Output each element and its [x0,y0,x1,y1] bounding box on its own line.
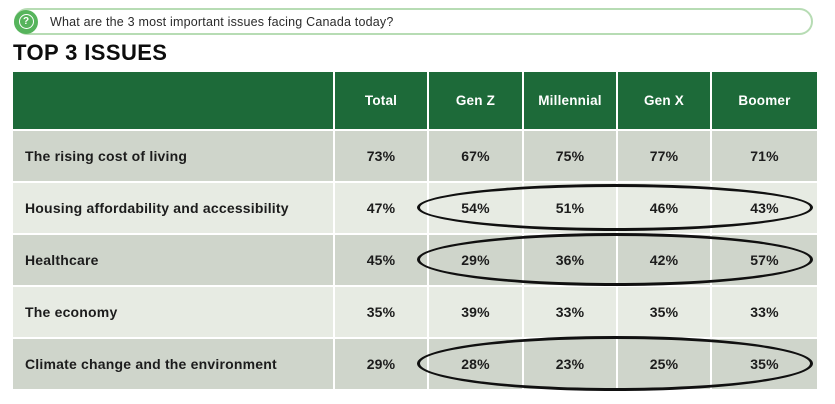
table-cell-boomer: 57% [712,235,817,285]
column-header-total: Total [335,72,427,129]
table-cell-total: 73% [335,131,427,181]
table-cell-genz: 29% [429,235,522,285]
table-cell-millennial: 75% [524,131,616,181]
table-cell-total: 47% [335,183,427,233]
table-cell-genx: 46% [618,183,710,233]
column-header-boomer: Boomer [712,72,817,129]
table-cell-millennial: 36% [524,235,616,285]
survey-question-text: What are the 3 most important issues fac… [50,14,394,29]
row-label-rising-cost: The rising cost of living [13,131,333,181]
column-header-genx: Gen X [618,72,710,129]
table-cell-total: 29% [335,339,427,389]
question-banner: ? What are the 3 most important issues f… [14,8,813,35]
table-cell-millennial: 23% [524,339,616,389]
table-cell-genx: 42% [618,235,710,285]
table-cell-total: 35% [335,287,427,337]
table-cell-genx: 35% [618,287,710,337]
table-cell-millennial: 33% [524,287,616,337]
question-help-icon: ? [14,9,38,34]
table-cell-boomer: 71% [712,131,817,181]
table-cell-genx: 25% [618,339,710,389]
row-label-climate: Climate change and the environment [13,339,333,389]
page-title: TOP 3 ISSUES [13,40,168,65]
table-cell-genx: 77% [618,131,710,181]
row-label-healthcare: Healthcare [13,235,333,285]
table-cell-genz: 67% [429,131,522,181]
row-label-economy: The economy [13,287,333,337]
row-label-housing: Housing affordability and accessibility [13,183,333,233]
column-header-blank [13,72,333,129]
table-cell-genz: 39% [429,287,522,337]
table-cell-boomer: 33% [712,287,817,337]
column-header-genz: Gen Z [429,72,522,129]
table-cell-millennial: 51% [524,183,616,233]
question-mark-glyph: ? [18,14,34,29]
table-cell-genz: 54% [429,183,522,233]
table-cell-total: 45% [335,235,427,285]
table-cell-genz: 28% [429,339,522,389]
issues-table: Total Gen Z Millennial Gen X Boomer The … [13,72,817,389]
table-cell-boomer: 35% [712,339,817,389]
table-cell-boomer: 43% [712,183,817,233]
issues-table-wrap: Total Gen Z Millennial Gen X Boomer The … [13,72,817,391]
column-header-millennial: Millennial [524,72,616,129]
